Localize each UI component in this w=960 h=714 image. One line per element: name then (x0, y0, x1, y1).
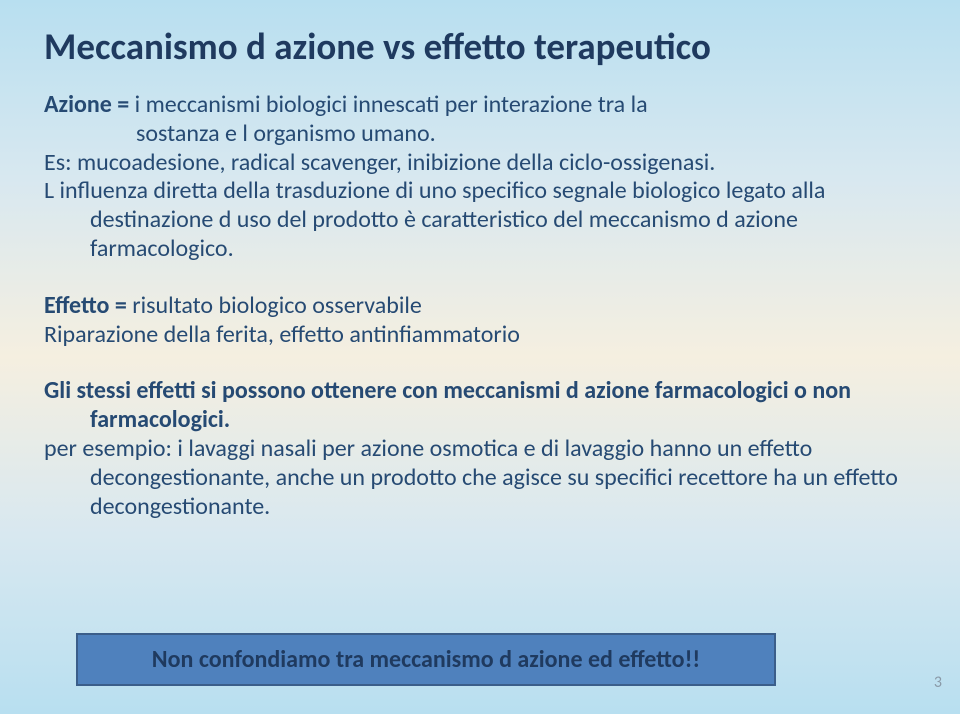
per-esempio: per esempio: i lavaggi nasali per azione… (44, 435, 916, 521)
page-number: 3 (934, 673, 942, 692)
azione-label: Azione = (44, 90, 135, 119)
azione-text-1: i meccanismi biologici innescati per int… (135, 90, 648, 119)
azione-influenza: L influenza diretta della trasduzione di… (44, 177, 916, 263)
effetto-def: Effetto = risultato biologico osservabil… (44, 292, 916, 321)
stessi-effetti: Gli stessi effetti si possono ottenere c… (44, 377, 916, 435)
slide-title: Meccanismo d azione vs effetto terapeuti… (44, 24, 916, 69)
callout-box: Non confondiamo tra meccanismo d azione … (76, 633, 776, 686)
azione-text-2: sostanza e l organismo umano. (90, 120, 916, 149)
paragraph-stessi: Gli stessi effetti si possono ottenere c… (44, 377, 916, 521)
effetto-example: Riparazione della ferita, effetto antinf… (44, 321, 916, 350)
paragraph-azione: Azione = i meccanismi biologici innescat… (44, 91, 916, 264)
callout-text: Non confondiamo tra meccanismo d azione … (152, 645, 700, 674)
paragraph-effetto: Effetto = risultato biologico osservabil… (44, 292, 916, 350)
azione-def: Azione = i meccanismi biologici innescat… (44, 91, 916, 149)
effetto-text-1: risultato biologico osservabile (132, 291, 422, 320)
azione-example: Es: mucoadesione, radical scavenger, ini… (44, 149, 916, 178)
effetto-label: Effetto = (44, 291, 132, 320)
